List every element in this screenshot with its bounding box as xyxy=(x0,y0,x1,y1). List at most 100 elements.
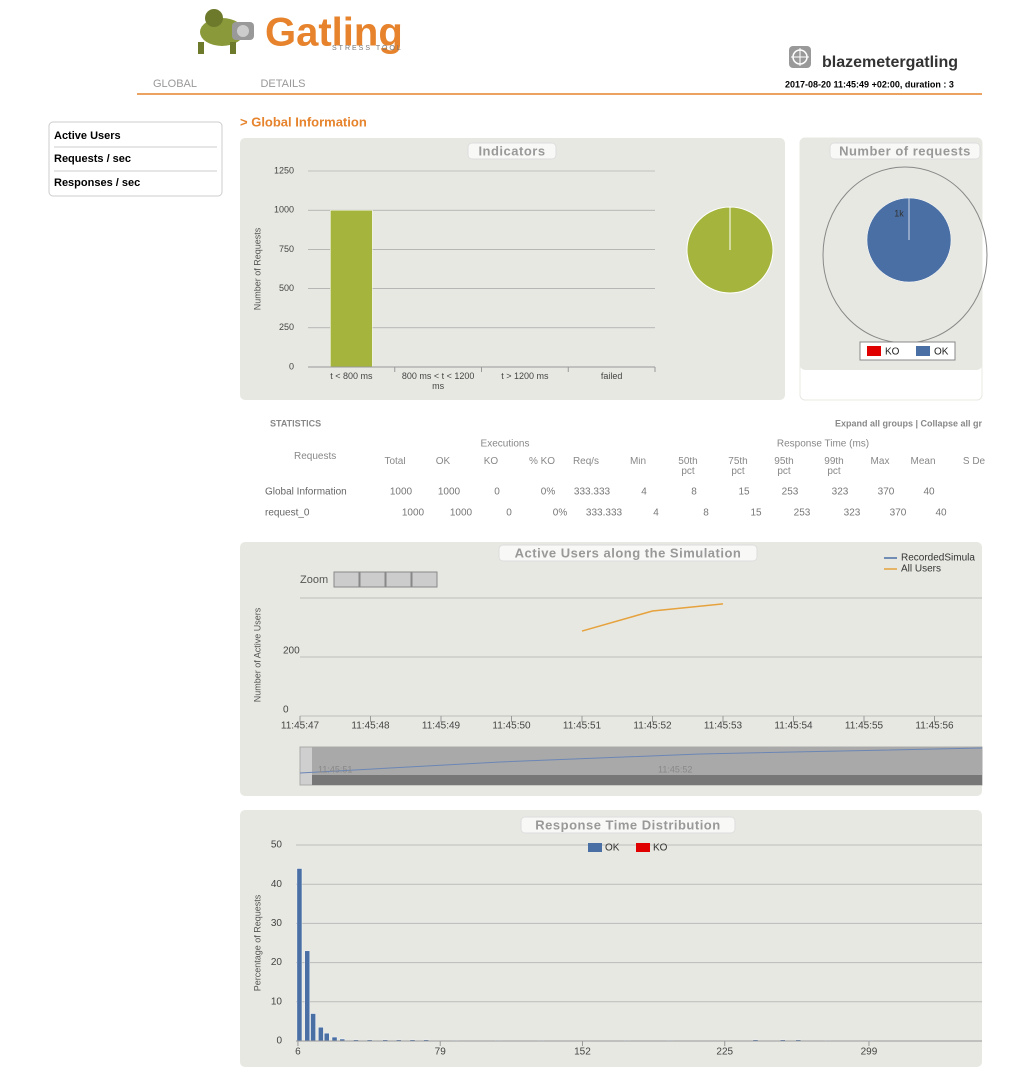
column-header: S De xyxy=(962,457,986,467)
logo-text: Gatling xyxy=(265,11,403,55)
x-tick-label: 299 xyxy=(861,1047,878,1058)
column-header: Total xyxy=(384,457,406,467)
zoom-button[interactable] xyxy=(359,571,386,588)
legend-swatch xyxy=(916,346,930,356)
line-series xyxy=(581,603,724,632)
navigator-mask xyxy=(312,747,982,775)
column-header: KO xyxy=(483,457,499,467)
legend-swatch xyxy=(867,346,881,356)
column-header-box: Requests xyxy=(294,452,337,462)
menu-item[interactable]: Responses / sec xyxy=(54,177,140,189)
cell: 40 xyxy=(923,487,935,498)
bar xyxy=(304,950,310,1042)
cell: 253 xyxy=(794,508,811,519)
logo-icon xyxy=(198,9,254,54)
section-title: > Global Information xyxy=(240,114,367,129)
y-tick-label: 30 xyxy=(271,918,283,929)
panel-title-bg xyxy=(520,816,736,834)
navigator-label: 11:45:52 xyxy=(658,764,692,774)
y-tick-label: 200 xyxy=(283,646,300,657)
nav-tab[interactable]: GLOBAL xyxy=(153,78,197,90)
x-tick-label-box: 800 ms < t < 1200 ms xyxy=(401,371,475,391)
nav-tab[interactable]: DETAILS xyxy=(260,78,305,90)
cell: 1000 xyxy=(450,508,473,519)
panel xyxy=(240,138,785,400)
x-tick-label: 225 xyxy=(716,1047,733,1058)
column-header: OK xyxy=(435,457,451,467)
x-tick-label-box: t < 800 ms xyxy=(330,371,372,381)
column-group: Response Time (ms) xyxy=(777,439,869,450)
x-tick-label: 11:45:51 xyxy=(563,721,602,732)
legend-swatch xyxy=(588,843,602,852)
bar xyxy=(318,1027,324,1042)
run-info: 2017-08-20 11:45:49 +02:00, duration : 3 xyxy=(785,79,954,89)
legend-label: OK xyxy=(605,843,620,854)
column-header: 99th pct xyxy=(824,457,844,477)
navigator-label: 11:45:51 xyxy=(318,764,352,774)
column-header-box: 50th pct xyxy=(678,457,698,477)
row-label: request_0 xyxy=(265,508,310,519)
x-tick-label: 79 xyxy=(435,1047,447,1058)
bar xyxy=(310,1013,316,1042)
column-header-box: Max xyxy=(871,457,890,467)
panel-title: Indicators xyxy=(478,143,545,158)
side-menu xyxy=(48,121,223,197)
menu-item[interactable]: Requests / sec xyxy=(54,153,131,165)
y-tick-label: 0 xyxy=(276,1036,282,1047)
cell: 370 xyxy=(878,487,895,498)
column-header: Req/s xyxy=(572,457,600,467)
column-header-box: S De xyxy=(962,457,986,467)
legend-label: RecordedSimula xyxy=(901,553,975,564)
column-header-box: Mean xyxy=(910,457,936,467)
column-header: 75th pct xyxy=(728,457,748,477)
legend-label: KO xyxy=(885,347,900,358)
column-header: 95th pct xyxy=(774,457,794,477)
panel xyxy=(240,810,982,1067)
y-axis-label: Number of Requests xyxy=(252,227,262,310)
column-group: Executions xyxy=(481,439,530,450)
column-header: Requests xyxy=(294,452,337,462)
cell: 4 xyxy=(653,508,659,519)
x-tick-label: 800 ms < t < 1200 ms xyxy=(401,371,475,391)
zoom-button[interactable] xyxy=(385,571,412,588)
y-tick-label: 1000 xyxy=(274,205,294,215)
bar xyxy=(330,209,373,368)
y-tick-label: 0 xyxy=(289,361,294,371)
data-label: 1k xyxy=(894,208,904,218)
cell: 0% xyxy=(541,487,556,498)
y-tick-label: 40 xyxy=(271,879,283,890)
cell: 4 xyxy=(641,487,647,498)
simulation-icon xyxy=(789,46,811,68)
cell: 253 xyxy=(782,487,799,498)
menu-item[interactable]: Active Users xyxy=(54,130,121,142)
legend-label: OK xyxy=(934,347,949,358)
x-tick-label: 11:45:54 xyxy=(774,721,813,732)
column-header-box: % KO xyxy=(528,457,556,467)
column-header: 50th pct xyxy=(678,457,698,477)
x-tick-label: 11:45:47 xyxy=(281,721,320,732)
column-header: Mean xyxy=(910,457,936,467)
panel-title-bg xyxy=(467,142,557,160)
zoom-button[interactable] xyxy=(411,571,438,588)
x-tick-label: 11:45:53 xyxy=(704,721,743,732)
column-header: % KO xyxy=(528,457,556,467)
y-tick-label: 1250 xyxy=(274,165,294,175)
column-header-box: 99th pct xyxy=(824,457,844,477)
cell: 15 xyxy=(750,508,762,519)
column-header: Min xyxy=(629,457,647,467)
legend-box xyxy=(859,341,956,361)
cell: 370 xyxy=(890,508,907,519)
pie-slice xyxy=(866,197,952,283)
zoom-button[interactable] xyxy=(333,571,360,588)
table-controls[interactable]: Expand all groups | Collapse all gr xyxy=(835,418,983,428)
x-tick-label: 6 xyxy=(295,1047,301,1058)
column-header-box: 95th pct xyxy=(774,457,794,477)
navigator-scrollbar xyxy=(312,775,982,785)
x-tick-label: 11:45:55 xyxy=(845,721,884,732)
panel-title: Response Time Distribution xyxy=(535,817,720,832)
bar xyxy=(296,868,303,1042)
x-tick-label: 11:45:52 xyxy=(633,721,672,732)
panel-title: Number of requests xyxy=(839,143,971,158)
